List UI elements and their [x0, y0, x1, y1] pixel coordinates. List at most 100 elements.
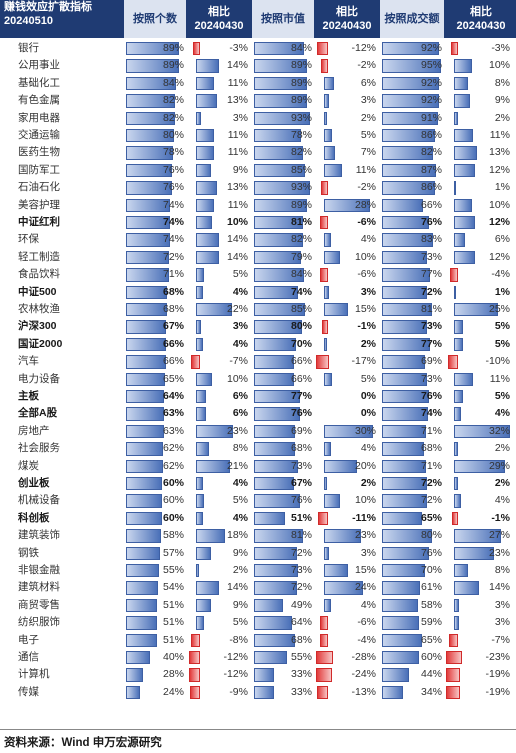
table-row: 机械设备 60% 5% 76% 10% 72% 4%	[0, 492, 516, 509]
change-value: 29%	[488, 459, 510, 472]
percent-bar	[126, 146, 173, 160]
percent-bar	[126, 285, 167, 299]
percent-bar	[382, 651, 420, 665]
change-value: 2%	[494, 111, 510, 124]
header-mktcap-change-date: 20240430	[322, 20, 372, 32]
change-bar	[450, 268, 458, 282]
percent-value: 73%	[420, 320, 442, 333]
change-value: 14%	[226, 233, 248, 246]
row-label: 交通运输	[18, 129, 60, 141]
percent-bar	[382, 685, 404, 700]
percent-bar	[126, 163, 172, 178]
change-bar	[324, 564, 349, 578]
percent-value: 51%	[162, 598, 184, 611]
row-label: 建筑装饰	[18, 529, 60, 542]
percent-bar	[382, 616, 419, 630]
change-bar	[196, 511, 203, 526]
percent-value: 89%	[290, 59, 312, 72]
percent-value: 76%	[420, 216, 442, 228]
change-value: 10%	[226, 372, 248, 385]
change-value: 3%	[360, 285, 376, 298]
change-value: 4%	[232, 337, 248, 350]
percent-value: 76%	[420, 390, 442, 402]
table-row: 汽车 66% -7% 66% -17% 69% -10%	[0, 353, 516, 370]
percent-value: 74%	[290, 285, 312, 298]
change-value: 10%	[488, 198, 510, 211]
change-bar	[196, 59, 219, 73]
change-bar	[324, 285, 329, 299]
change-bar	[324, 372, 333, 386]
change-value: 11%	[227, 129, 248, 141]
change-bar	[317, 511, 328, 526]
change-bar	[446, 668, 461, 682]
percent-bar	[254, 76, 308, 91]
percent-bar	[382, 163, 436, 178]
change-bar	[454, 198, 472, 212]
percent-bar	[382, 668, 410, 682]
percent-bar	[126, 233, 171, 247]
percent-value: 80%	[420, 529, 442, 542]
header-date: 20240510	[4, 15, 53, 27]
change-bar	[454, 337, 463, 352]
change-value: 4%	[360, 598, 376, 611]
change-bar	[324, 129, 333, 143]
change-bar	[324, 424, 373, 439]
percent-bar	[126, 668, 143, 682]
change-bar	[324, 76, 334, 91]
change-value: 9%	[494, 94, 510, 107]
change-bar	[454, 181, 456, 195]
percent-value: 66%	[420, 198, 442, 211]
percent-value: 76%	[290, 494, 312, 507]
percent-bar	[382, 372, 428, 386]
percent-bar	[126, 529, 161, 543]
table-row: 主板 64% 6% 77% 0% 76% 5%	[0, 388, 516, 405]
percent-bar	[126, 216, 171, 230]
percent-value: 74%	[420, 407, 442, 420]
change-bar	[196, 129, 214, 143]
percent-value: 49%	[290, 598, 312, 611]
row-label: 电力设备	[18, 372, 60, 385]
percent-value: 85%	[290, 303, 312, 315]
change-bar	[196, 337, 203, 352]
percent-bar	[126, 633, 157, 647]
change-bar	[316, 651, 334, 665]
percent-bar	[254, 198, 308, 212]
percent-value: 78%	[162, 146, 184, 159]
percent-value: 86%	[420, 129, 442, 141]
change-value: 14%	[226, 59, 248, 72]
percent-bar	[254, 303, 305, 317]
percent-bar	[126, 94, 176, 108]
row-label: 环保	[18, 233, 39, 246]
percent-bar	[126, 616, 157, 630]
change-value: 27%	[488, 529, 510, 542]
change-value: 13%	[226, 181, 248, 194]
change-bar	[196, 303, 232, 317]
change-bar	[324, 198, 370, 212]
change-value: -12%	[223, 668, 248, 681]
change-value: 5%	[232, 494, 248, 507]
percent-bar	[254, 111, 310, 125]
change-bar	[324, 111, 328, 125]
table-row: 农林牧渔 68% 22% 85% 15% 81% 25%	[0, 301, 516, 318]
percent-value: 92%	[420, 42, 442, 54]
header-turnover-change: 相比 20240430	[446, 0, 516, 38]
change-bar	[324, 546, 329, 560]
table-row: 传媒 24% -9% 33% -13% 34% -19%	[0, 684, 516, 701]
table-row: 科创板 60% 4% 51% -11% 65% -1%	[0, 510, 516, 527]
percent-value: 28%	[162, 668, 184, 681]
change-value: -11%	[352, 511, 376, 524]
change-bar	[190, 633, 200, 647]
percent-bar	[382, 94, 440, 108]
row-label: 非银金融	[18, 564, 60, 576]
change-value: -8%	[229, 633, 248, 646]
percent-bar	[382, 477, 427, 491]
percent-value: 80%	[162, 129, 184, 141]
change-value: -19%	[485, 668, 510, 681]
percent-value: 74%	[162, 198, 184, 211]
change-value: -24%	[351, 668, 376, 681]
change-value: -1%	[357, 320, 376, 333]
header-mktcap-change: 相比 20240430	[316, 0, 378, 38]
percent-bar	[126, 477, 162, 491]
table-row: 医药生物 78% 11% 82% 7% 82% 13%	[0, 144, 516, 161]
percent-value: 93%	[290, 181, 312, 194]
